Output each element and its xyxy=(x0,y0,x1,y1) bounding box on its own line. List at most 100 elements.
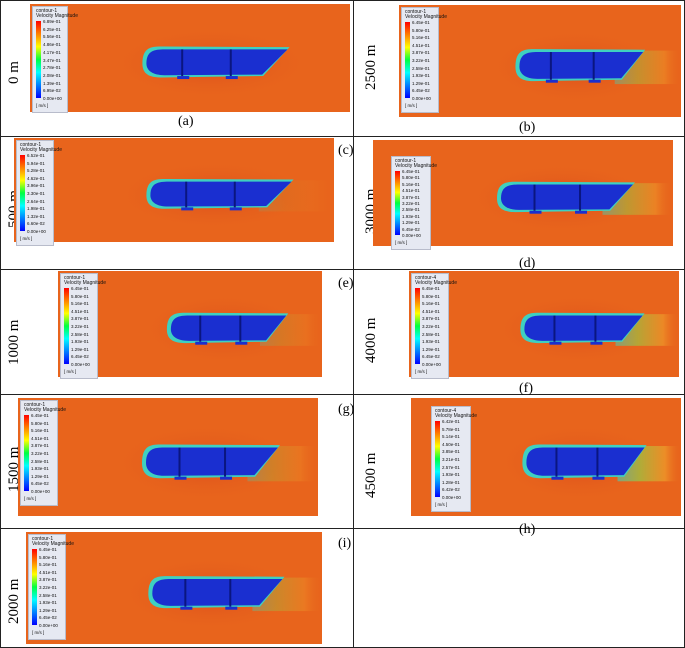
legend-title: contour-1 xyxy=(32,536,54,542)
body-frame-line xyxy=(555,447,558,477)
colorbar-tick-label: 1.32e-01 xyxy=(27,213,45,219)
body-support xyxy=(549,341,562,345)
colorbar xyxy=(405,22,410,98)
colorbar-tick-label: 0.00e+00 xyxy=(412,96,431,101)
colorbar-legend: contour-1 Velocity Magnitude 6.89e-01 6.25e… xyxy=(32,6,78,113)
panel-label: (a) xyxy=(178,114,194,129)
colorbar-tick-label: 4.51e-01 xyxy=(31,435,49,441)
body-frame-line xyxy=(596,447,599,477)
colorbar-tick-label: 4.86e-01 xyxy=(43,42,61,48)
colorbar-tick-label: 4.51e-01 xyxy=(412,42,430,48)
colorbar-tick-label: 0.00e+00 xyxy=(27,229,46,234)
body-support xyxy=(575,210,588,214)
colorbar-tick-label: 5.16e-01 xyxy=(71,301,89,307)
panel-i: 2000 m contour-1 Velocity Magnitude 6.45e-0… xyxy=(0,528,353,647)
colorbar-tick-label: 5.80e-01 xyxy=(39,554,57,560)
colorbar-tick-label: 0.00e+00 xyxy=(31,489,50,494)
colorbar-tick-label: 0.00e+00 xyxy=(422,362,441,367)
body-frame-line xyxy=(185,181,188,208)
table-rule xyxy=(0,0,685,1)
table-rule xyxy=(0,394,685,395)
colorbar-tick-label: 2.58e-01 xyxy=(39,592,57,598)
colorbar-tick-label: 6.45e-02 xyxy=(31,481,49,487)
colorbar-tick-label: 3.87e-01 xyxy=(422,316,440,322)
colorbar-tick-label: 3.30e-01 xyxy=(27,191,45,196)
colorbar-legend: contour-1 Velocity Magnitude 6.45e-01 5.80e… xyxy=(401,7,447,113)
legend-title: contour-1 xyxy=(20,142,42,148)
panel-e: 1000 m contour-1 Velocity Magnitude 6.45e-0… xyxy=(0,269,354,394)
colorbar-tick-label: 6.52e-01 xyxy=(27,153,45,158)
colorbar-tick-label: 6.60e-02 xyxy=(27,221,45,227)
colorbar-tick-label: 1.29e-01 xyxy=(412,80,430,86)
colorbar-tick-label: 2.64e-01 xyxy=(27,198,45,204)
table-rule xyxy=(353,0,354,648)
contour-field xyxy=(399,5,681,117)
body-frame-line xyxy=(239,315,242,342)
colorbar-tick-label: 1.39e-01 xyxy=(43,80,61,86)
legend-title: contour-4 xyxy=(415,275,437,281)
colorbar-tick-label: 2.58e-01 xyxy=(402,207,420,213)
colorbar-tick-label: 1.93e-01 xyxy=(39,600,57,606)
distance-label: 0 m xyxy=(6,61,22,84)
legend-unit: [ m/s ] xyxy=(415,369,428,374)
legend-unit: [ m/s ] xyxy=(395,240,408,245)
body-support xyxy=(195,341,208,345)
colorbar-tick-label: 6.45e-01 xyxy=(412,20,430,25)
distance-label: 4000 m xyxy=(363,317,379,363)
colorbar xyxy=(64,288,69,364)
colorbar-tick-label: 4.51e-01 xyxy=(402,188,420,194)
legend-title: contour-4 xyxy=(435,408,457,414)
colorbar-tick-label: 6.45e-02 xyxy=(39,615,57,621)
colorbar-tick-label: 0.00e+00 xyxy=(43,96,62,101)
body-frame-line xyxy=(199,315,202,342)
colorbar-tick-label: 2.57e-01 xyxy=(442,464,460,470)
body-frame-line xyxy=(233,181,236,208)
colorbar-tick-label: 6.45e-01 xyxy=(31,413,49,418)
colorbar-tick-label: 5.14e-01 xyxy=(442,434,460,440)
colorbar-tick-label: 3.87e-01 xyxy=(71,316,89,322)
colorbar-tick-label: 3.96e-01 xyxy=(27,183,45,189)
body-frame-line xyxy=(224,447,227,477)
colorbar-legend: contour-1 Velocity Magnitude 6.45e-01 5.80e… xyxy=(60,273,106,379)
colorbar-tick-label: 1.93e-01 xyxy=(71,339,89,345)
colorbar-tick-label: 3.85e-01 xyxy=(442,449,460,455)
colorbar-tick-label: 6.42e-02 xyxy=(442,487,460,493)
colorbar-tick-label: 5.16e-01 xyxy=(402,181,420,187)
velocity-contour-plot xyxy=(58,271,322,377)
legend-title: contour-1 xyxy=(395,158,417,164)
colorbar-tick-label: 3.47e-01 xyxy=(43,57,61,63)
legend-subtitle: Velocity Magnitude xyxy=(405,14,447,20)
colorbar-tick-label: 3.87e-01 xyxy=(402,194,420,200)
body-support xyxy=(592,476,605,480)
colorbar-tick-label: 5.16e-01 xyxy=(412,35,430,41)
colorbar-tick-label: 3.22e-01 xyxy=(39,585,57,590)
colorbar-tick-label: 3.22e-01 xyxy=(402,201,420,206)
legend-unit: [ m/s ] xyxy=(32,630,45,635)
body-support xyxy=(545,79,558,83)
colorbar-tick-label: 1.93e-01 xyxy=(31,466,49,472)
colorbar-tick-label: 1.98e-01 xyxy=(27,206,45,212)
colorbar-tick-label: 1.29e-01 xyxy=(71,346,89,352)
velocity-contour-plot xyxy=(399,5,681,117)
colorbar-tick-label: 3.22e-01 xyxy=(31,451,49,456)
velocity-contour-plot xyxy=(30,4,350,112)
colorbar-tick-label: 3.22e-01 xyxy=(412,58,430,63)
panel-a: 0 m contour-1 Velocity Magnitude 6.89e-01 6.… xyxy=(0,0,353,136)
body-frame-line xyxy=(229,579,232,607)
velocity-contour-plot xyxy=(18,398,318,516)
body-frame-line xyxy=(594,315,597,342)
colorbar-tick-label: 6.45e-01 xyxy=(422,286,440,291)
legend-unit: [ m/s ] xyxy=(20,236,33,241)
colorbar xyxy=(415,288,420,364)
colorbar-tick-label: 6.45e-02 xyxy=(402,226,420,232)
colorbar-tick-label: 3.87e-01 xyxy=(31,443,49,449)
legend-subtitle: Velocity Magnitude xyxy=(36,13,78,19)
table-rule xyxy=(0,269,685,270)
distance-label: 2000 m xyxy=(6,578,22,624)
colorbar-legend: contour-4 Velocity Magnitude 6.45e-01 5.80e… xyxy=(411,273,457,379)
colorbar-tick-label: 3.22e-01 xyxy=(422,324,440,329)
body-support xyxy=(220,476,233,480)
legend-title: contour-1 xyxy=(24,402,46,408)
body-frame-line xyxy=(549,52,552,80)
